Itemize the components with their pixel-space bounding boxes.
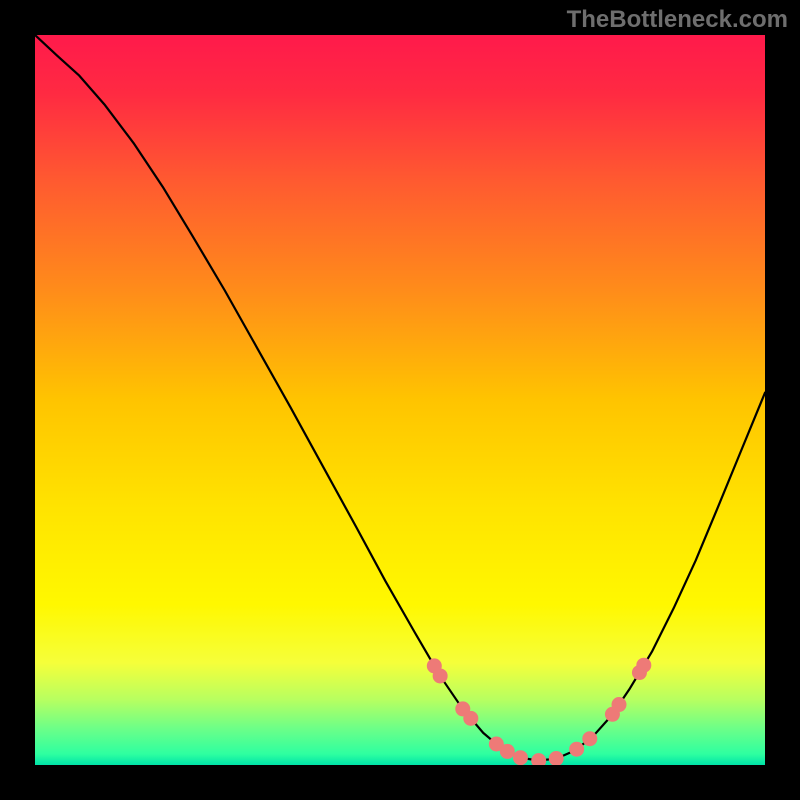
curve-marker	[636, 658, 651, 673]
curve-marker	[569, 742, 584, 757]
chart-container	[35, 35, 765, 765]
curve-marker	[582, 731, 597, 746]
plot-background	[35, 35, 765, 765]
curve-marker	[463, 711, 478, 726]
watermark-text: TheBottleneck.com	[567, 6, 788, 34]
chart-svg	[35, 35, 765, 765]
curve-marker	[433, 668, 448, 683]
curve-marker	[612, 697, 627, 712]
curve-marker	[513, 750, 528, 765]
curve-marker	[500, 744, 515, 759]
